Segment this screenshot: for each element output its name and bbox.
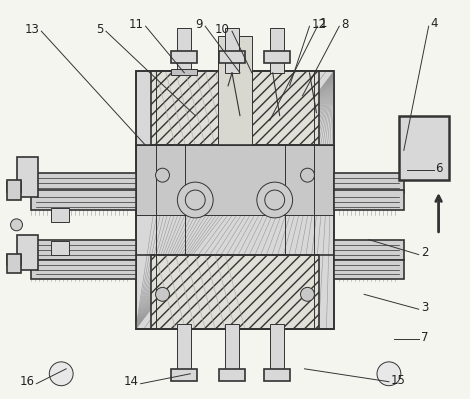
Circle shape [300,287,314,301]
Bar [51,208,69,222]
Bar [264,51,290,63]
Bar [16,235,39,269]
Bar [136,71,334,329]
Bar [270,28,284,73]
Bar [136,71,334,329]
Text: 3: 3 [421,301,428,314]
Text: 6: 6 [436,162,443,175]
Circle shape [156,287,170,301]
Bar [172,369,197,381]
Bar [7,182,22,192]
Circle shape [300,168,314,182]
Bar [51,241,69,255]
Text: 4: 4 [431,17,438,30]
Text: 8: 8 [341,18,349,31]
Circle shape [156,168,170,182]
Text: 15: 15 [391,374,406,387]
Text: 2: 2 [421,246,428,259]
Bar [399,116,448,180]
Bar [219,51,245,63]
Circle shape [10,219,23,231]
Text: 16: 16 [19,375,34,388]
Bar [172,69,197,75]
Text: 12: 12 [312,18,327,31]
Bar [31,173,136,193]
Bar [218,36,252,145]
Bar [150,255,320,329]
Bar [225,324,239,369]
Bar [31,190,136,210]
Bar [334,260,404,279]
Bar [334,173,404,193]
Bar [7,254,22,273]
Bar [219,369,245,381]
Bar [177,28,191,73]
Bar [225,28,239,73]
Bar [7,180,22,200]
Bar [31,240,136,260]
Bar [136,145,334,215]
Bar [334,240,404,260]
Circle shape [49,362,73,386]
Bar [172,51,197,63]
Bar [7,255,22,265]
Bar [334,190,404,210]
Circle shape [257,182,293,218]
Text: 10: 10 [215,23,230,36]
Bar [270,324,284,369]
Bar [150,71,320,145]
Text: 1: 1 [320,17,327,30]
Text: 7: 7 [421,330,428,344]
Bar [31,260,136,279]
Bar [177,324,191,369]
Bar [264,369,290,381]
Text: 5: 5 [96,23,104,36]
Circle shape [377,362,401,386]
Circle shape [177,182,213,218]
Bar [16,157,39,197]
Text: 14: 14 [124,375,139,388]
Text: 9: 9 [196,18,203,31]
Text: 11: 11 [129,18,144,31]
Text: 13: 13 [24,23,39,36]
